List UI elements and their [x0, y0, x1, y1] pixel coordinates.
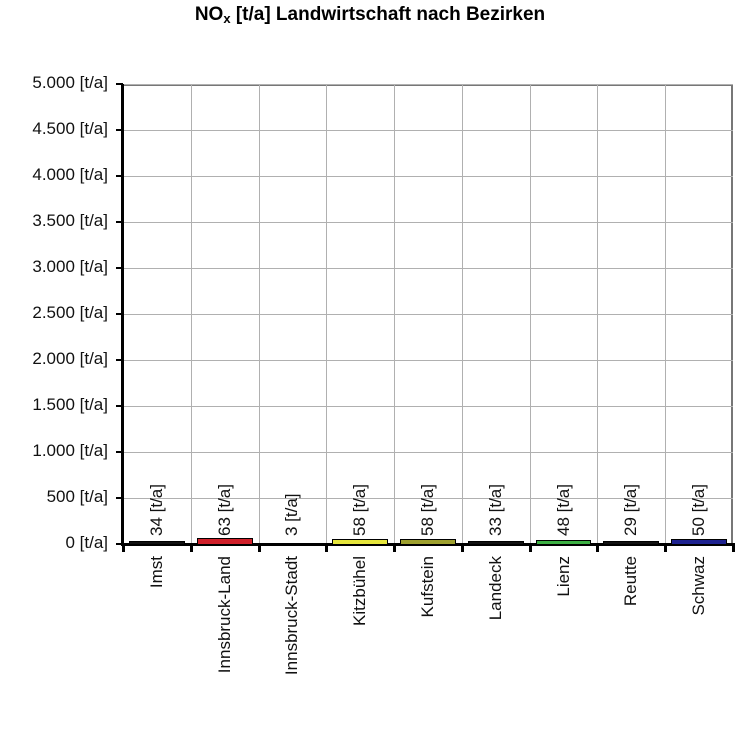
- y-tick-label: 4.500 [t/a]: [32, 119, 108, 138]
- x-tick: [664, 544, 668, 552]
- x-category-label: Schwaz: [689, 556, 709, 616]
- gridline-horizontal: [123, 268, 733, 269]
- gridline-horizontal: [123, 406, 733, 407]
- y-tick-label: 4.000 [t/a]: [32, 165, 108, 184]
- x-category-label: Imst: [146, 556, 166, 589]
- data-label: 3 [t/a]: [282, 493, 302, 536]
- gridline-horizontal: [123, 360, 733, 361]
- x-tick: [325, 544, 329, 552]
- y-tick: [116, 497, 123, 499]
- gridline-horizontal: [123, 130, 733, 131]
- data-label: 58 [t/a]: [350, 484, 370, 536]
- x-tick: [596, 544, 600, 552]
- data-label: 33 [t/a]: [485, 484, 505, 536]
- gridline-vertical: [529, 84, 531, 544]
- bar-schwaz: [671, 539, 727, 545]
- y-tick: [116, 83, 123, 85]
- y-tick-label: 1.000 [t/a]: [32, 441, 108, 460]
- y-tick: [116, 405, 123, 407]
- y-axis: [121, 84, 124, 546]
- gridline-horizontal: [123, 498, 733, 499]
- y-tick-label: 2.500 [t/a]: [32, 303, 108, 322]
- bar-imst: [129, 540, 185, 545]
- x-tick: [122, 544, 125, 552]
- data-label: 29 [t/a]: [621, 484, 641, 536]
- bar-reutte: [603, 541, 660, 545]
- y-tick-label: 500 [t/a]: [46, 487, 108, 506]
- y-tick: [116, 451, 123, 453]
- y-tick-label: 3.000 [t/a]: [32, 257, 108, 276]
- gridline-horizontal: [123, 314, 733, 315]
- gridline-vertical: [394, 84, 396, 544]
- y-tick: [116, 267, 123, 269]
- gridline-horizontal: [123, 84, 733, 85]
- gridline-horizontal: [123, 222, 733, 223]
- y-tick: [116, 175, 123, 177]
- gridline-vertical: [665, 84, 667, 544]
- y-tick-label: 0 [t/a]: [65, 533, 108, 552]
- x-tick: [257, 544, 261, 552]
- y-tick-label: 2.000 [t/a]: [32, 349, 108, 368]
- gridline-vertical: [258, 84, 260, 544]
- y-tick: [116, 313, 123, 315]
- x-category-label: Innsbruck-Land: [214, 556, 234, 674]
- y-tick-label: 3.500 [t/a]: [32, 211, 108, 230]
- y-tick-label: 1.500 [t/a]: [32, 395, 108, 414]
- gridline-horizontal: [123, 452, 733, 453]
- y-tick: [116, 359, 123, 361]
- data-label: 34 [t/a]: [146, 484, 166, 536]
- bar-innsbruck-land: [196, 538, 253, 545]
- x-tick: [189, 544, 193, 552]
- gridline-vertical: [190, 84, 192, 544]
- x-category-label: Reutte: [621, 556, 641, 607]
- data-label: 63 [t/a]: [214, 484, 234, 536]
- gridline-vertical: [326, 84, 328, 544]
- x-tick: [528, 544, 532, 552]
- bar-kufstein: [400, 538, 456, 545]
- x-category-label: Kitzbühel: [350, 556, 370, 626]
- bar-kitzbühel: [332, 538, 389, 545]
- y-tick: [116, 129, 123, 131]
- x-tick: [732, 544, 735, 552]
- gridline-vertical: [597, 84, 599, 544]
- data-label: 48 [t/a]: [553, 484, 573, 536]
- y-tick: [116, 221, 123, 223]
- bar-landeck: [467, 540, 524, 545]
- x-category-label: Innsbruck-Stadt: [282, 556, 302, 676]
- x-category-label: Lienz: [553, 556, 573, 597]
- data-label: 58 [t/a]: [418, 484, 437, 536]
- x-tick: [393, 544, 397, 552]
- x-category-label: Kufstein: [418, 556, 437, 618]
- x-category-label: Landeck: [485, 556, 505, 621]
- gridline-vertical: [461, 84, 463, 544]
- y-tick: [116, 543, 123, 545]
- chart-title: NOx [t/a] Landwirtschaft nach Bezirken: [194, 4, 546, 26]
- y-tick-label: 5.000 [t/a]: [32, 73, 108, 92]
- x-tick: [460, 544, 464, 552]
- data-label: 50 [t/a]: [689, 484, 709, 536]
- gridline-horizontal: [123, 176, 733, 177]
- bar-lienz: [535, 539, 592, 545]
